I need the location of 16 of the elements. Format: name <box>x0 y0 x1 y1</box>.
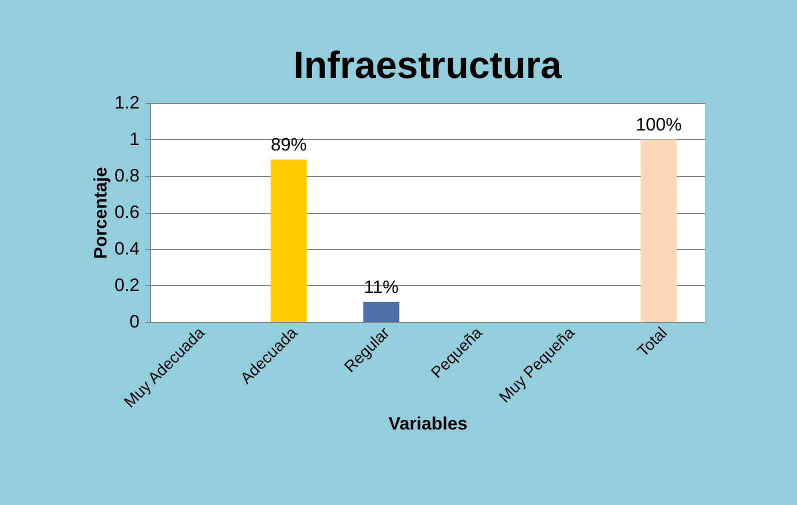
chart-title: Infraestructura <box>293 45 562 87</box>
bar <box>270 160 307 322</box>
y-tick-label: 1.2 <box>114 92 140 112</box>
y-tick-label: 0.8 <box>114 166 140 186</box>
data-label: 89% <box>270 134 307 155</box>
data-label: 100% <box>636 114 682 134</box>
y-tick-label: 1 <box>129 129 140 149</box>
x-axis-title: Variables <box>388 413 468 434</box>
y-tick-label: 0.2 <box>114 275 140 295</box>
bar <box>640 140 677 322</box>
bar <box>363 302 400 322</box>
y-tick-label: 0.6 <box>114 202 140 222</box>
data-label: 11% <box>364 276 399 297</box>
y-tick-label: 0.4 <box>114 238 140 258</box>
y-axis-title: Porcentaje <box>90 166 110 260</box>
y-tick-label: 0 <box>129 312 140 332</box>
